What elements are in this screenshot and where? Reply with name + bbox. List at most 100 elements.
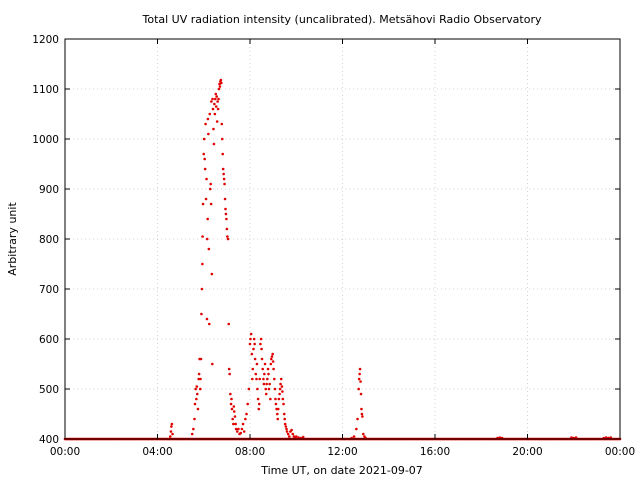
data-point bbox=[213, 102, 216, 106]
data-point bbox=[355, 427, 358, 431]
data-point bbox=[198, 387, 202, 391]
data-point bbox=[212, 142, 216, 146]
data-point bbox=[254, 372, 258, 376]
data-point bbox=[212, 127, 215, 131]
data-point bbox=[276, 407, 280, 411]
data-point bbox=[277, 397, 281, 401]
y-tick-label: 400 bbox=[39, 434, 59, 446]
data-point bbox=[231, 417, 234, 421]
data-point bbox=[216, 107, 220, 111]
data-point bbox=[223, 197, 227, 201]
data-point bbox=[265, 382, 268, 386]
data-point bbox=[252, 347, 255, 351]
data-point bbox=[208, 187, 212, 191]
data-point bbox=[229, 402, 233, 406]
x-tick-label: 08:00 bbox=[235, 446, 265, 458]
data-point bbox=[215, 120, 219, 123]
data-point bbox=[272, 377, 276, 381]
data-point bbox=[275, 412, 279, 416]
data-point bbox=[193, 402, 197, 406]
data-point bbox=[232, 410, 236, 413]
data-point bbox=[195, 385, 199, 388]
data-point bbox=[279, 377, 283, 381]
data-point bbox=[291, 432, 295, 436]
data-point bbox=[201, 262, 204, 266]
data-point bbox=[211, 97, 214, 101]
y-tick-label: 500 bbox=[39, 384, 59, 396]
data-point bbox=[352, 435, 356, 438]
data-point bbox=[224, 207, 227, 211]
data-point bbox=[190, 432, 194, 436]
data-point bbox=[609, 436, 613, 439]
data-point bbox=[168, 435, 172, 438]
data-point bbox=[270, 355, 274, 358]
data-point bbox=[267, 387, 271, 391]
data-point bbox=[362, 432, 365, 436]
data-point bbox=[248, 342, 252, 346]
data-point bbox=[245, 412, 248, 416]
data-point bbox=[199, 357, 203, 361]
data-point bbox=[220, 81, 223, 85]
data-point bbox=[171, 432, 174, 436]
data-point bbox=[229, 392, 232, 396]
data-point bbox=[208, 112, 212, 116]
data-point bbox=[271, 352, 274, 356]
data-point bbox=[262, 377, 265, 381]
data-point bbox=[202, 137, 206, 141]
data-point bbox=[207, 247, 211, 251]
x-tick-label: 12:00 bbox=[327, 446, 357, 458]
data-point bbox=[301, 435, 305, 439]
data-point bbox=[269, 357, 273, 361]
data-point bbox=[202, 152, 206, 156]
data-point bbox=[222, 177, 226, 181]
data-point bbox=[255, 362, 259, 366]
grid-lines bbox=[65, 39, 620, 439]
data-point bbox=[230, 407, 234, 411]
data-point bbox=[227, 367, 231, 371]
data-point bbox=[237, 427, 240, 431]
data-point bbox=[206, 117, 210, 121]
data-point bbox=[218, 85, 222, 88]
data-point bbox=[217, 87, 221, 91]
data-point bbox=[269, 362, 273, 366]
data-point bbox=[234, 422, 237, 426]
data-point bbox=[278, 387, 282, 391]
data-point bbox=[273, 387, 277, 391]
data-point bbox=[225, 227, 229, 231]
data-point bbox=[297, 436, 300, 439]
data-point bbox=[192, 427, 195, 431]
data-point bbox=[205, 237, 209, 241]
x-tick-label: 16:00 bbox=[420, 446, 450, 458]
data-point bbox=[199, 377, 202, 381]
data-point bbox=[288, 435, 291, 438]
data-point bbox=[249, 332, 253, 336]
data-point bbox=[230, 397, 233, 401]
data-point bbox=[281, 397, 285, 401]
data-point bbox=[361, 415, 364, 418]
data-point bbox=[249, 337, 252, 341]
data-point bbox=[208, 322, 211, 326]
y-tick-labels: 400 500 600 700 800 900 1000 1100 1200 bbox=[32, 34, 59, 446]
data-point bbox=[290, 428, 293, 432]
data-point bbox=[283, 422, 287, 426]
data-point bbox=[222, 172, 225, 176]
data-point bbox=[274, 402, 278, 406]
x-tick-label: 04:00 bbox=[142, 446, 172, 458]
data-point bbox=[280, 385, 284, 388]
data-point bbox=[358, 372, 361, 376]
data-point bbox=[235, 430, 239, 433]
data-point bbox=[271, 360, 275, 363]
data-point bbox=[241, 422, 245, 426]
y-tick-label: 1100 bbox=[32, 84, 59, 96]
data-point bbox=[264, 387, 268, 391]
data-point bbox=[281, 390, 284, 393]
data-point bbox=[356, 417, 359, 421]
data-point bbox=[214, 105, 218, 108]
data-point bbox=[215, 95, 218, 98]
data-point bbox=[194, 387, 197, 391]
data-point bbox=[214, 92, 218, 96]
data-point bbox=[263, 362, 267, 366]
data-point bbox=[239, 431, 243, 435]
data-point bbox=[209, 182, 212, 186]
y-tick-label: 700 bbox=[39, 284, 59, 296]
